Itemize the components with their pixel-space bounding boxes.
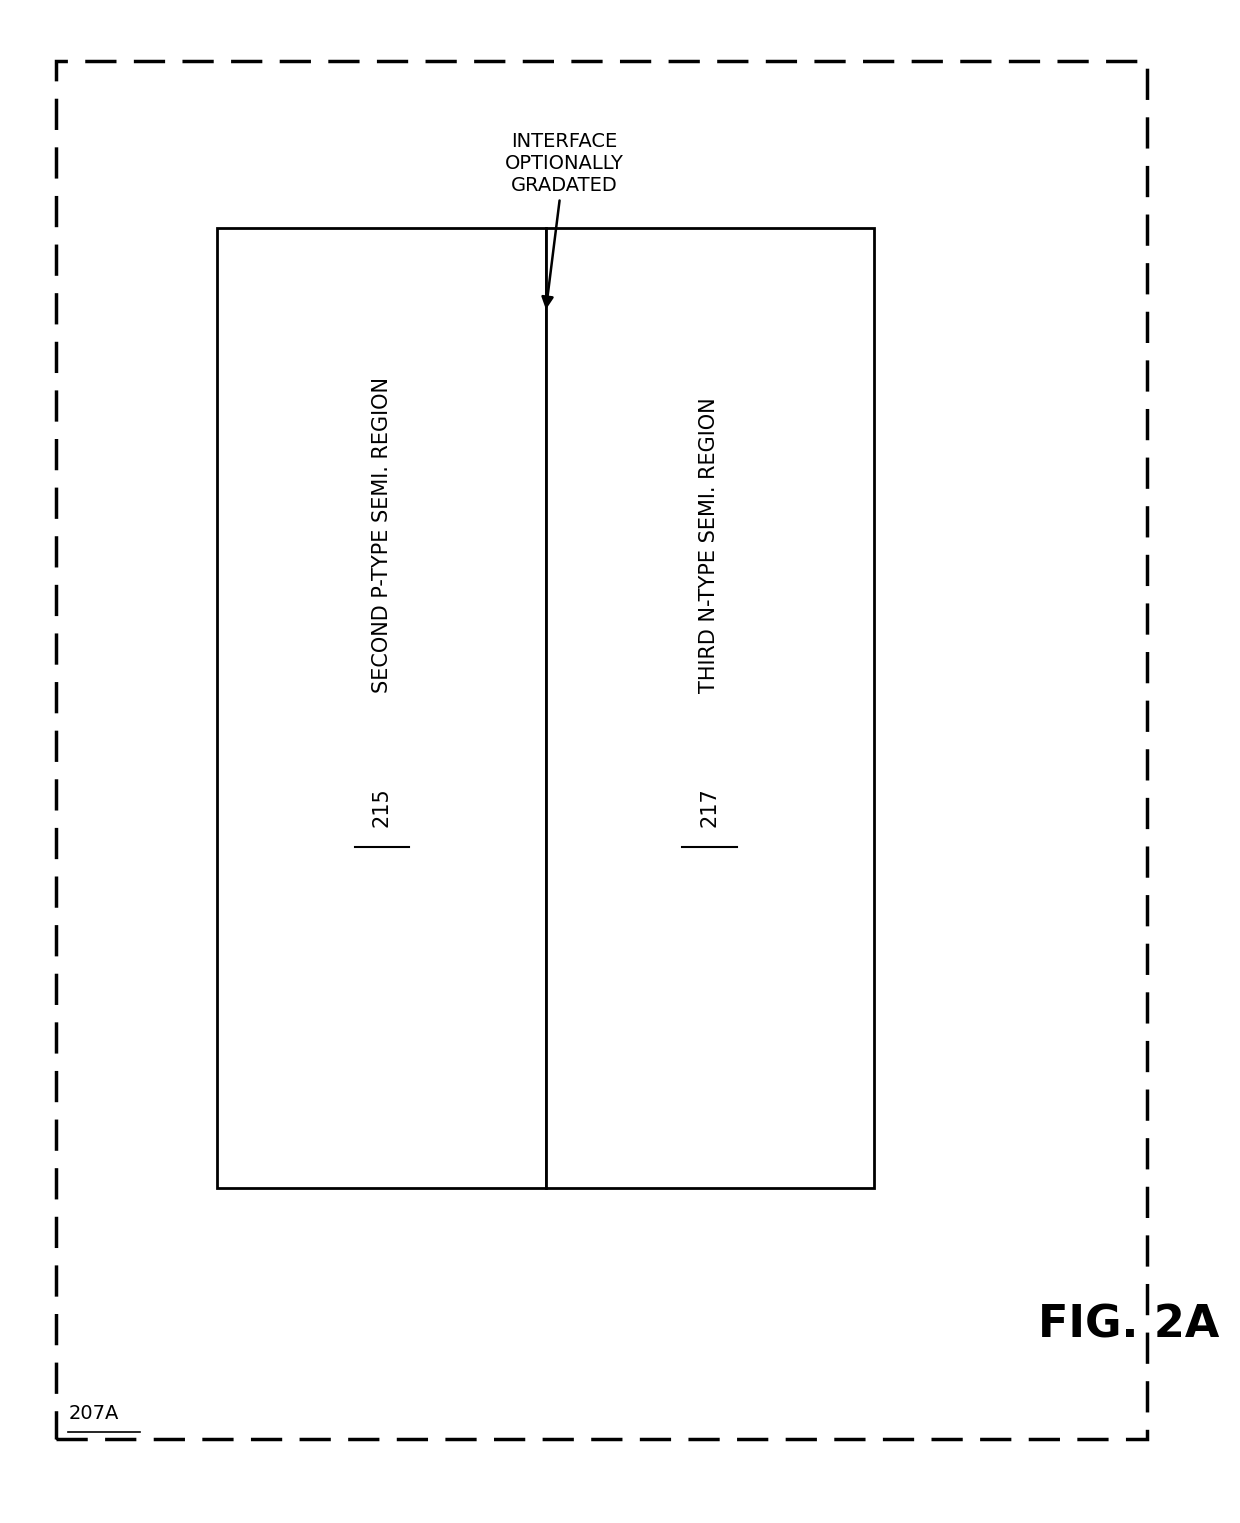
Text: 215: 215 [372, 787, 392, 827]
Text: INTERFACE
OPTIONALLY
GRADATED: INTERFACE OPTIONALLY GRADATED [505, 133, 624, 306]
Text: THIRD N-TYPE SEMI. REGION: THIRD N-TYPE SEMI. REGION [699, 391, 719, 693]
Bar [546, 228, 874, 1188]
Text: 217: 217 [699, 787, 719, 827]
Bar [56, 61, 1147, 1439]
Text: FIG. 2A: FIG. 2A [1038, 1304, 1219, 1346]
Text: SECOND P-TYPE SEMI. REGION: SECOND P-TYPE SEMI. REGION [372, 370, 392, 693]
Bar [217, 228, 546, 1188]
Text: 207A: 207A [68, 1404, 119, 1422]
